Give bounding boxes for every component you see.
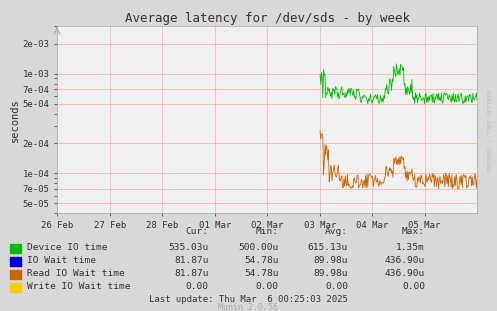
Text: Device IO time: Device IO time bbox=[27, 243, 108, 252]
Text: 81.87u: 81.87u bbox=[174, 269, 209, 278]
Text: Min:: Min: bbox=[255, 227, 278, 236]
Text: Read IO Wait time: Read IO Wait time bbox=[27, 269, 125, 278]
Text: Avg:: Avg: bbox=[325, 227, 348, 236]
Text: 0.00: 0.00 bbox=[402, 282, 425, 291]
Text: 0.00: 0.00 bbox=[325, 282, 348, 291]
Text: 436.90u: 436.90u bbox=[385, 256, 425, 265]
Title: Average latency for /dev/sds - by week: Average latency for /dev/sds - by week bbox=[125, 12, 410, 25]
Text: 500.00u: 500.00u bbox=[238, 243, 278, 252]
Text: 54.78u: 54.78u bbox=[244, 256, 278, 265]
Text: 0.00: 0.00 bbox=[255, 282, 278, 291]
Text: 54.78u: 54.78u bbox=[244, 269, 278, 278]
Text: RRDTOOL / TOBI OETIKER: RRDTOOL / TOBI OETIKER bbox=[487, 89, 492, 172]
Y-axis label: seconds: seconds bbox=[10, 98, 20, 142]
Text: 89.98u: 89.98u bbox=[314, 269, 348, 278]
Text: Last update: Thu Mar  6 00:25:03 2025: Last update: Thu Mar 6 00:25:03 2025 bbox=[149, 295, 348, 304]
Text: 0.00: 0.00 bbox=[186, 282, 209, 291]
Text: 81.87u: 81.87u bbox=[174, 256, 209, 265]
Text: 535.03u: 535.03u bbox=[168, 243, 209, 252]
Text: Cur:: Cur: bbox=[186, 227, 209, 236]
Text: 436.90u: 436.90u bbox=[385, 269, 425, 278]
Text: 89.98u: 89.98u bbox=[314, 256, 348, 265]
Text: Write IO Wait time: Write IO Wait time bbox=[27, 282, 131, 291]
Text: Max:: Max: bbox=[402, 227, 425, 236]
Text: Munin 2.0.56: Munin 2.0.56 bbox=[219, 304, 278, 311]
Text: 1.35m: 1.35m bbox=[396, 243, 425, 252]
Text: IO Wait time: IO Wait time bbox=[27, 256, 96, 265]
Text: 615.13u: 615.13u bbox=[308, 243, 348, 252]
